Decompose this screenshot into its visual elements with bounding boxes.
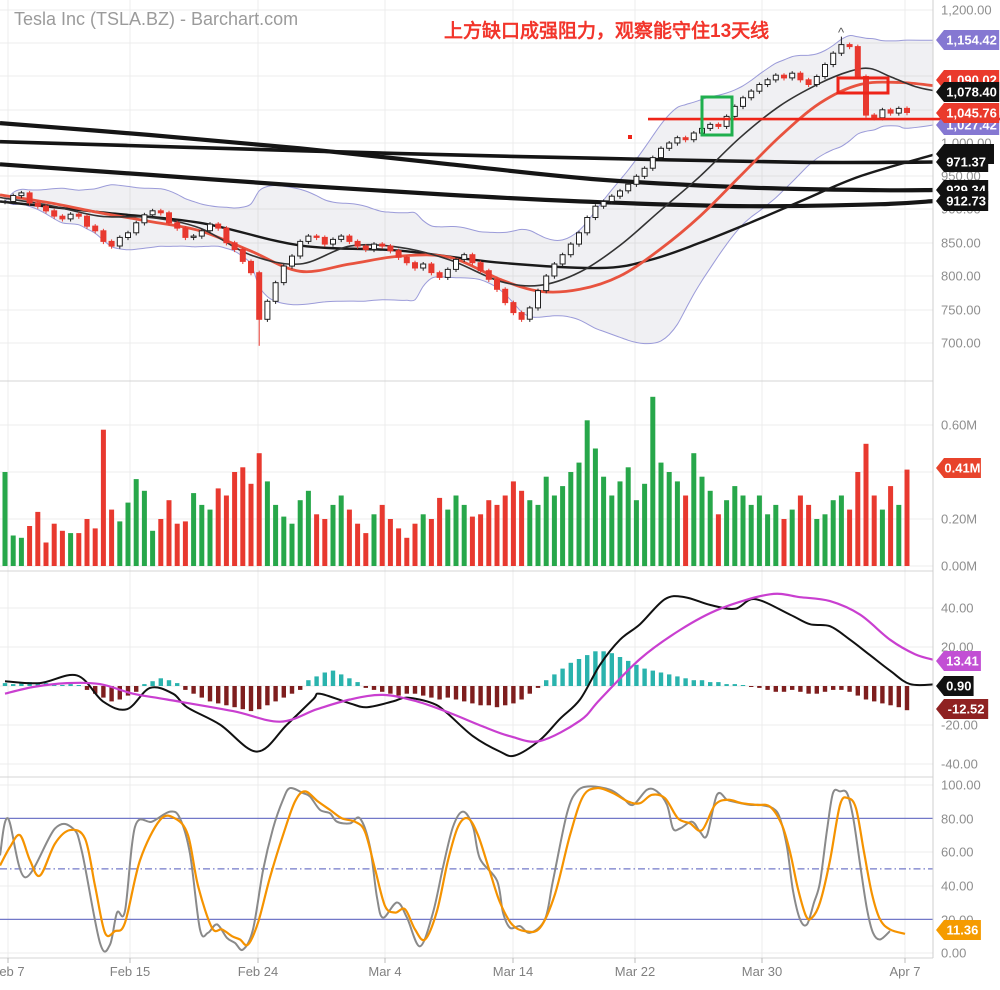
axis-tick-label: 0.60M [941, 418, 977, 433]
axis-tick-label: 60.00 [941, 845, 974, 860]
date-tick-label: Mar 30 [742, 964, 782, 979]
axis-labels: 1,200.001,000.00950.00900.00850.00800.00… [936, 3, 1000, 961]
axis-tick-label: -20.00 [941, 718, 978, 733]
date-tick-label: Apr 7 [889, 964, 920, 979]
svg-text:1,045.76: 1,045.76 [946, 106, 997, 121]
price-badge: 1,078.40 [936, 82, 1000, 102]
axis-tick-label: 0.20M [941, 512, 977, 527]
stochastic-d-line [0, 786, 906, 947]
axis-tick-label: 100.00 [941, 778, 981, 793]
macd-signal-line [4, 592, 936, 743]
date-tick-label: Feb 15 [110, 964, 150, 979]
price-badge: 1,154.42 [936, 30, 1000, 50]
price-badge: 1,045.76 [936, 103, 1000, 123]
red-dot-annotation [628, 135, 632, 139]
date-tick-label: Feb 24 [238, 964, 278, 979]
macd-line [4, 595, 936, 758]
date-tick-label: Mar 22 [615, 964, 655, 979]
axis-tick-label: 80.00 [941, 812, 974, 827]
high-caret-marker: ^ [838, 25, 845, 40]
svg-text:-12.52: -12.52 [948, 702, 985, 717]
price-badge: 13.41 [936, 651, 981, 671]
price-badge: 11.36 [936, 920, 981, 940]
axis-tick-label: -40.00 [941, 757, 978, 772]
macd-histogram [2, 651, 910, 712]
price-badge: 0.90 [936, 676, 974, 696]
axis-tick-label: 700.00 [941, 336, 981, 351]
svg-text:13.41: 13.41 [946, 654, 979, 669]
svg-text:912.73: 912.73 [946, 194, 986, 209]
overlay-ma13-black [0, 67, 936, 287]
indicator-lines [0, 592, 936, 953]
svg-text:0.41M: 0.41M [944, 461, 980, 476]
axis-tick-label: 1,200.00 [941, 3, 992, 18]
date-tick-label: Mar 4 [368, 964, 401, 979]
date-tick-label: Mar 14 [493, 964, 533, 979]
axis-tick-label: 950.00 [941, 169, 981, 184]
date-tick-label: Feb 7 [0, 964, 25, 979]
volume-bars [2, 396, 910, 567]
price-badge: 0.41M [936, 458, 981, 478]
moving-averages [0, 67, 936, 294]
date-axis: Feb 7 Feb 15 Feb 24 Mar 4 Mar 14 Mar 22 Mar 30… [0, 958, 921, 979]
price-badge: -12.52 [936, 699, 989, 719]
overlay-ma100 [0, 139, 936, 165]
red-box-annotation [836, 76, 890, 95]
axis-tick-label: 850.00 [941, 236, 981, 251]
annotation-text: 上方缺口成强阻力，观察能守住13天线 [444, 21, 770, 42]
axis-tick-label: 40.00 [941, 879, 974, 894]
overlay-ma200-b [0, 162, 936, 209]
axis-tick-label: 0.00 [941, 946, 966, 961]
gridlines [0, 0, 1000, 959]
axis-tick-label: 0.00M [941, 559, 977, 574]
chart-title: Tesla Inc (TSLA.BZ) - Barchart.com [14, 9, 299, 29]
axis-tick-label: 40.00 [941, 601, 974, 616]
svg-text:1,078.40: 1,078.40 [946, 85, 997, 100]
price-badge: 912.73 [936, 191, 989, 211]
overlay-ma34 [0, 153, 936, 270]
green-box-annotation [700, 95, 734, 137]
svg-text:11.36: 11.36 [947, 923, 979, 938]
svg-text:971.37: 971.37 [946, 155, 986, 170]
axis-tick-label: 20.00 [941, 640, 974, 655]
axis-tick-label: 750.00 [941, 303, 981, 318]
stochastic-k-line [0, 785, 891, 953]
svg-text:1,154.42: 1,154.42 [946, 33, 997, 48]
axis-tick-label: 800.00 [941, 269, 981, 284]
price-badge: 971.37 [936, 152, 989, 172]
svg-text:0.90: 0.90 [946, 679, 971, 694]
